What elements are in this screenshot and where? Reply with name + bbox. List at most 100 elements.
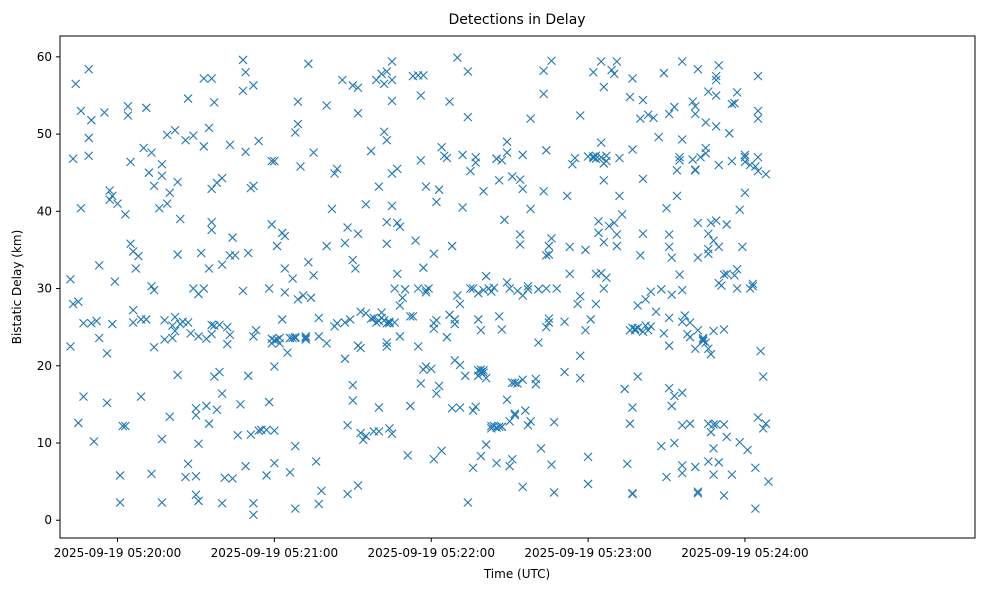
- x-axis-label: Time (UTC): [483, 567, 550, 581]
- data-point: [269, 458, 279, 468]
- data-point: [411, 236, 420, 246]
- data-point: [758, 423, 768, 433]
- data-point: [615, 191, 624, 201]
- plot-frame: [59, 35, 976, 539]
- data-point: [664, 341, 674, 351]
- data-point: [340, 238, 350, 248]
- data-point: [505, 284, 515, 293]
- data-point: [267, 220, 277, 229]
- data-point: [717, 281, 726, 290]
- data-point: [612, 241, 622, 251]
- data-point: [379, 127, 389, 137]
- data-point: [740, 152, 750, 162]
- data-point: [269, 426, 279, 436]
- x-axis-ticks: 2025-09-19 05:20:00 2025-09-19 05:21:00 20…: [54, 538, 809, 560]
- data-point: [290, 128, 300, 137]
- data-point: [714, 242, 724, 252]
- data-point: [711, 121, 721, 131]
- data-point: [233, 430, 243, 440]
- data-point: [544, 318, 554, 327]
- data-point: [432, 389, 441, 398]
- data-point: [479, 285, 488, 295]
- data-point: [353, 83, 363, 93]
- data-point: [128, 305, 138, 315]
- data-point: [547, 460, 556, 470]
- data-point: [481, 271, 491, 281]
- data-point: [701, 143, 711, 153]
- data-point: [628, 74, 637, 83]
- data-point: [701, 338, 711, 347]
- data-point: [609, 69, 619, 79]
- data-point: [215, 320, 224, 330]
- data-point: [374, 403, 384, 412]
- data-point: [672, 191, 682, 201]
- data-point: [358, 435, 368, 445]
- data-point: [481, 373, 491, 383]
- data-point: [748, 281, 758, 291]
- data-point: [131, 264, 141, 273]
- data-point: [727, 470, 737, 480]
- data-point: [664, 383, 674, 393]
- data-point: [385, 423, 394, 433]
- data-point: [685, 332, 695, 342]
- data-point: [751, 463, 760, 473]
- data-point: [337, 75, 347, 85]
- data-point: [100, 108, 109, 117]
- data-point: [243, 248, 253, 258]
- data-point: [560, 317, 569, 327]
- data-point: [703, 229, 713, 239]
- data-point: [343, 223, 352, 232]
- data-point: [476, 367, 486, 377]
- data-point: [147, 148, 156, 158]
- data-point: [432, 197, 441, 207]
- data-point: [366, 314, 376, 324]
- data-point: [591, 151, 601, 161]
- data-point: [575, 351, 585, 361]
- data-point: [693, 253, 703, 263]
- data-point: [711, 75, 721, 85]
- data-point: [596, 138, 606, 147]
- data-point: [445, 97, 454, 107]
- data-point: [628, 145, 637, 154]
- data-point: [714, 457, 724, 467]
- data-point: [269, 156, 279, 166]
- data-point: [348, 255, 358, 265]
- data-point: [382, 67, 392, 76]
- data-point: [575, 291, 585, 301]
- data-point: [79, 392, 88, 402]
- data-point: [102, 398, 112, 408]
- data-point: [669, 391, 679, 401]
- data-point: [327, 204, 337, 214]
- data-point: [442, 332, 452, 342]
- data-point: [387, 429, 397, 439]
- data-point: [463, 112, 473, 122]
- data-point: [633, 301, 643, 310]
- data-point: [667, 401, 677, 411]
- data-point: [748, 279, 758, 289]
- data-point: [191, 403, 201, 413]
- data-point: [105, 195, 115, 205]
- data-point: [285, 467, 295, 477]
- data-point: [76, 203, 86, 213]
- data-point: [405, 401, 415, 411]
- data-point: [241, 461, 251, 471]
- data-point: [343, 420, 352, 430]
- data-point: [207, 225, 217, 235]
- data-point: [628, 403, 637, 412]
- data-point: [128, 318, 138, 327]
- data-point: [421, 182, 431, 191]
- data-point: [612, 57, 622, 66]
- data-point: [149, 181, 159, 191]
- data-point: [507, 454, 517, 464]
- y-tick-label: 40: [37, 204, 52, 218]
- data-point: [186, 328, 196, 338]
- data-point: [596, 57, 606, 66]
- data-point: [594, 216, 603, 226]
- data-point: [241, 147, 251, 157]
- data-point: [628, 488, 637, 498]
- data-point: [494, 176, 504, 185]
- data-point: [314, 499, 324, 509]
- data-point: [575, 373, 585, 383]
- data-point: [515, 175, 525, 185]
- data-point: [262, 425, 271, 435]
